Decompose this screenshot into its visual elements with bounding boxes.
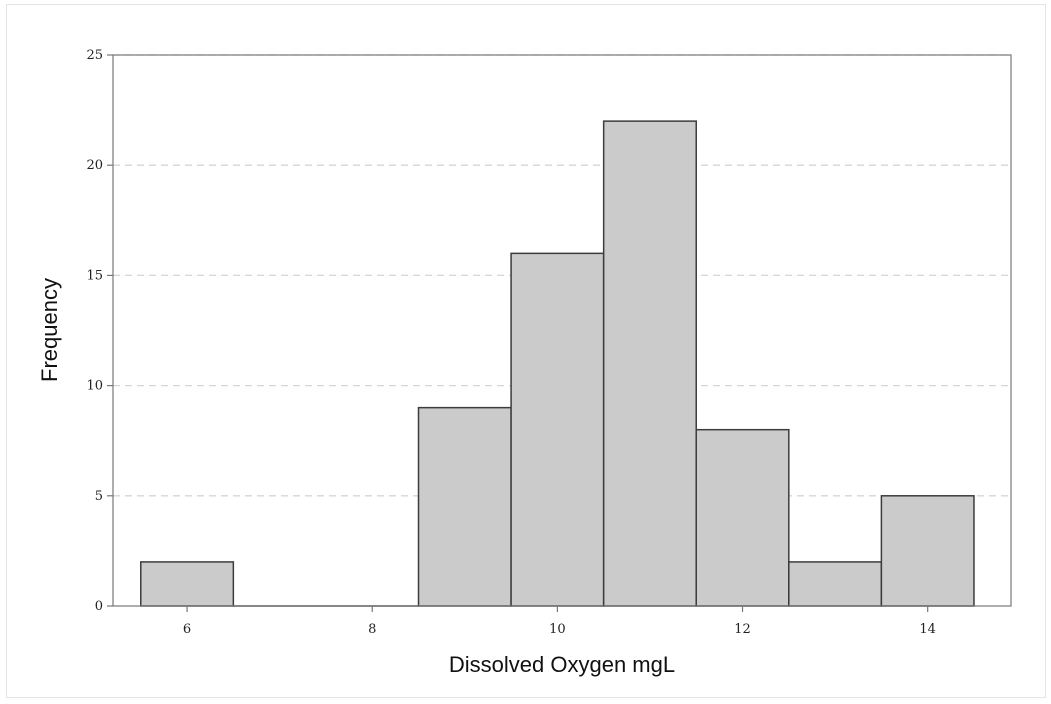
histogram-bar — [695, 428, 790, 607]
histogram-bar — [788, 561, 883, 607]
chart-frame — [6, 4, 1046, 698]
histogram-bar — [880, 495, 975, 607]
histogram-bar — [417, 406, 512, 607]
y-tick-label: 0 — [95, 599, 103, 614]
x-tick-label: 6 — [183, 622, 191, 637]
y-tick-label: 10 — [86, 379, 103, 394]
y-axis-title: Frequency — [37, 278, 62, 382]
histogram-bar — [602, 120, 697, 607]
y-axis: 0 5 10 15 20 25 — [86, 48, 113, 614]
x-tick-label: 14 — [919, 622, 936, 637]
x-tick-label: 8 — [368, 622, 376, 637]
x-tick-label: 10 — [549, 622, 566, 637]
histogram-bar — [140, 561, 235, 607]
histogram-bar — [510, 252, 605, 607]
y-tick-label: 15 — [86, 268, 103, 283]
y-tick-label: 5 — [95, 489, 103, 504]
histogram-bars — [140, 120, 975, 607]
y-tick-label: 25 — [86, 48, 103, 63]
x-axis: 6 8 10 12 14 — [183, 606, 936, 637]
x-tick-label: 12 — [734, 622, 751, 637]
plot-area-border — [112, 54, 1012, 607]
y-tick-label: 20 — [86, 158, 103, 173]
x-axis-title: Dissolved Oxygen mgL — [449, 652, 675, 677]
